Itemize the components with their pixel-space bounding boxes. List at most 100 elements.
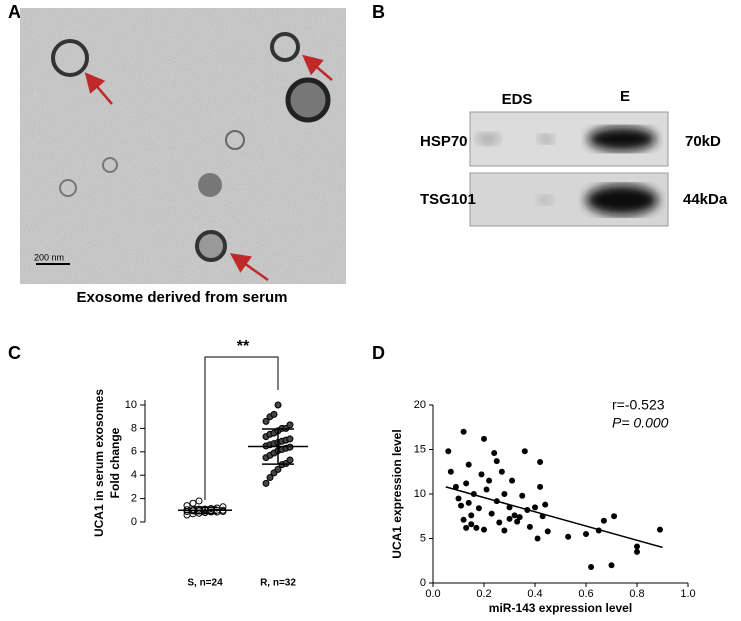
x-tick-label: 0.6 (578, 588, 593, 600)
data-point (266, 474, 274, 482)
data-point (493, 458, 500, 465)
x-tick-label: 1.0 (680, 588, 695, 600)
y-tick-label: 2 (131, 493, 137, 505)
y-tick-label: 5 (420, 532, 426, 544)
data-point (460, 516, 467, 523)
data-point (514, 518, 521, 525)
data-point (465, 499, 472, 506)
data-point (270, 410, 278, 418)
y-tick-label: 15 (414, 443, 426, 455)
data-point (481, 526, 487, 533)
significance-bracket (204, 356, 279, 500)
data-point (498, 468, 505, 475)
data-point (262, 479, 270, 487)
lane-label: E (620, 88, 630, 105)
panel-label: A (8, 2, 21, 22)
panel-label: C (8, 343, 21, 363)
y-axis-label: Fold change (108, 427, 122, 498)
scale-bar-label: 200 nm (34, 252, 64, 262)
data-point (537, 458, 544, 465)
data-point (262, 417, 270, 425)
data-point (600, 517, 607, 524)
data-point (634, 543, 640, 550)
data-point (537, 483, 544, 490)
panel-label: B (372, 2, 385, 22)
panel-label: D (372, 343, 385, 363)
data-point (455, 495, 462, 502)
y-tick-label: 0 (420, 577, 426, 589)
x-tick-label: 0.8 (629, 588, 644, 600)
data-point (608, 562, 615, 569)
data-point (478, 471, 485, 478)
data-point (463, 480, 470, 487)
data-point (488, 510, 495, 517)
data-point (447, 468, 454, 475)
data-point (481, 435, 487, 442)
data-point (656, 526, 663, 533)
data-point (286, 435, 294, 443)
data-point (532, 504, 538, 511)
data-point (501, 527, 508, 534)
data-point (195, 497, 203, 505)
data-point (583, 531, 589, 538)
data-point (468, 512, 475, 519)
data-point (509, 477, 516, 484)
data-point (491, 450, 498, 457)
data-point (463, 524, 470, 531)
y-tick-label: 10 (414, 488, 426, 500)
size-label: 70kD (685, 133, 721, 150)
protein-label: HSP70 (420, 133, 468, 150)
data-point (534, 535, 541, 542)
data-point (452, 483, 459, 490)
data-point (475, 505, 482, 512)
data-point (483, 486, 490, 493)
x-axis-label: miR-143 expression level (489, 601, 632, 615)
chart-d: 0 5 10 15 20 0.0 0.2 0.4 0.6 0.8 1.0 miR-143 expres… (390, 397, 695, 615)
data-point (460, 428, 467, 435)
data-point (521, 448, 528, 455)
data-point (611, 513, 618, 520)
data-point (519, 492, 526, 499)
data-point (496, 519, 503, 526)
protein-label: TSG101 (420, 191, 476, 208)
significance: ** (237, 338, 250, 355)
data-point (506, 515, 513, 522)
y-axis-label: UCA1 expression level (390, 429, 404, 558)
y-tick-label: 4 (131, 469, 137, 481)
caption: Exosome derived from serum (77, 289, 288, 306)
data-point (542, 501, 549, 508)
data-point (501, 491, 508, 497)
chart-c: 0 2 4 6 8 10 UCA1 in serum exosomes Fold change… (92, 389, 308, 589)
micrograph: 200 nm (20, 8, 346, 284)
data-point (526, 523, 533, 530)
annotation: r=-0.523 (612, 397, 665, 413)
data-point (468, 521, 475, 528)
y-axis-label: UCA1 in serum exosomes (92, 389, 106, 537)
y-tick-label: 8 (131, 422, 137, 434)
y-tick-label: 6 (131, 446, 137, 458)
data-point (465, 461, 472, 468)
x-tick-label: 0.2 (476, 588, 491, 600)
data-point (516, 514, 523, 521)
data-point (511, 512, 518, 519)
data-point (445, 448, 452, 455)
data-point (588, 563, 595, 570)
data-point (634, 548, 640, 555)
y-tick-label: 10 (125, 399, 137, 411)
data-point (286, 421, 294, 429)
y-tick-label: 0 (131, 516, 137, 528)
x-tick-label: 0.4 (527, 588, 542, 600)
lane-label: EDS (502, 91, 533, 108)
data-point (473, 524, 480, 531)
data-point (274, 465, 282, 473)
data-point (274, 401, 282, 409)
data-point (189, 499, 197, 507)
x-tick-label: R, n=32 (260, 578, 296, 589)
y-tick-label: 20 (414, 399, 426, 411)
data-point (544, 528, 551, 535)
fit-line (445, 486, 663, 549)
x-tick-label: 0.0 (425, 588, 440, 600)
western-blot (469, 111, 669, 227)
size-label: 44kDa (683, 191, 728, 208)
